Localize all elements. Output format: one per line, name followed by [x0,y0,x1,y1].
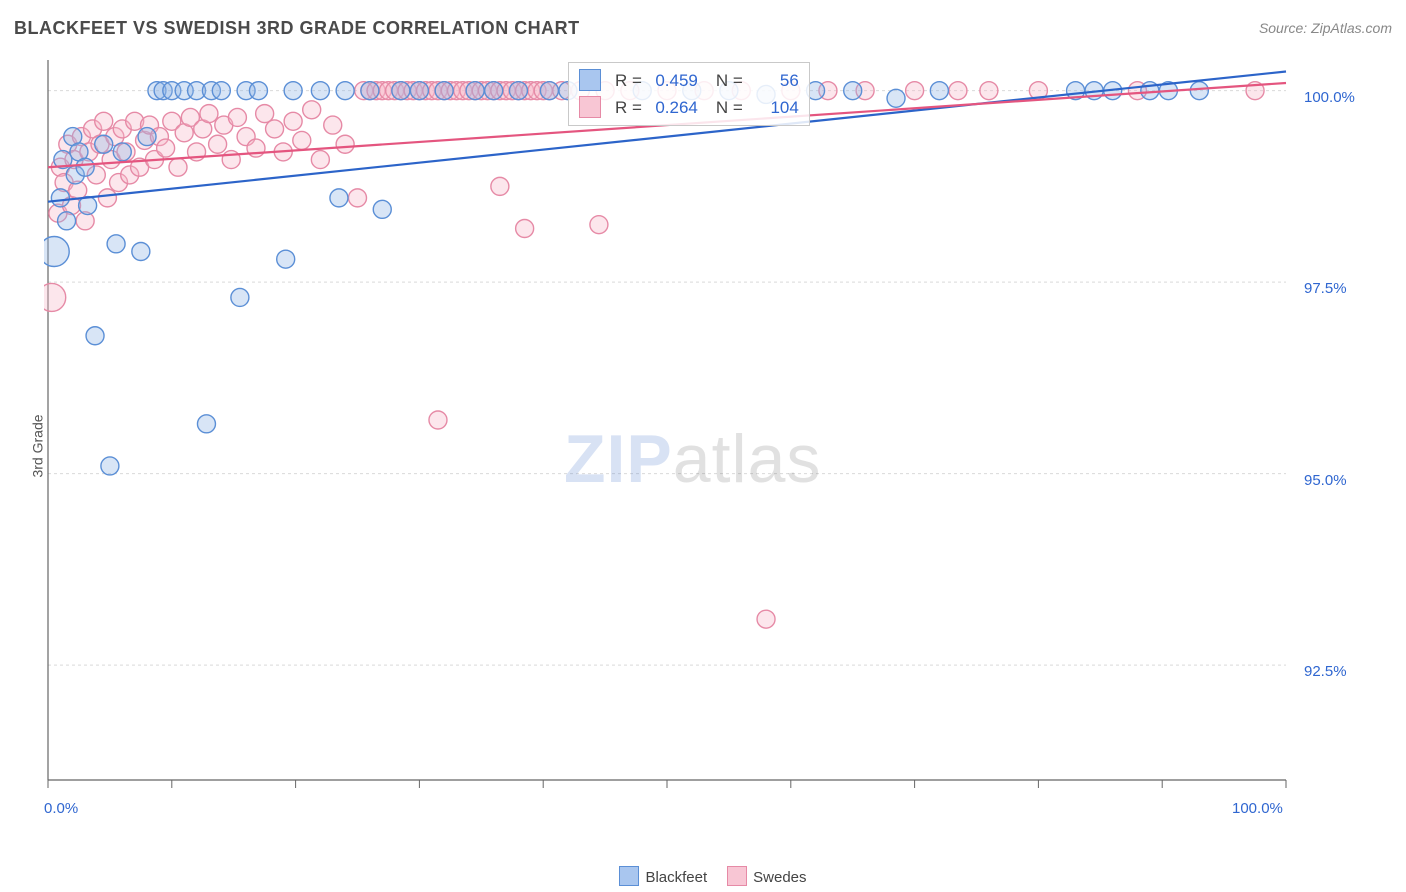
n-label: N = [716,71,743,90]
legend-label: Swedes [753,869,806,886]
r-value: 0.264 [646,94,698,121]
y-tick-label: 92.5% [1304,663,1347,680]
n-value: 56 [747,67,799,94]
y-tick-label: 100.0% [1304,89,1355,106]
legend-swatch [727,866,747,886]
series-swatch [579,69,601,91]
source-attribution: Source: ZipAtlas.com [1259,20,1392,36]
stats-row: R =0.264 N =104 [579,94,799,121]
n-label: N = [716,98,743,117]
stats-row: R =0.459 N =56 [579,67,799,94]
scatter-plot-svg [44,60,1376,820]
legend: Blackfeet Swedes [0,866,1406,886]
x-tick-label: 100.0% [1232,800,1283,817]
legend-swatch [619,866,639,886]
legend-label: Blackfeet [645,869,707,886]
r-label: R = [615,71,642,90]
correlation-stats-box: R =0.459 N =56 R =0.264 N =104 [568,62,810,126]
r-label: R = [615,98,642,117]
chart-area: ZIPatlas R =0.459N =56R =0.264N =104 0.0… [44,60,1376,820]
x-tick-label: 0.0% [44,800,78,817]
n-value: 104 [747,94,799,121]
r-value: 0.459 [646,67,698,94]
y-tick-label: 97.5% [1304,280,1347,297]
chart-title: BLACKFEET VS SWEDISH 3RD GRADE CORRELATI… [14,18,580,38]
y-tick-label: 95.0% [1304,472,1347,489]
series-swatch [579,96,601,118]
